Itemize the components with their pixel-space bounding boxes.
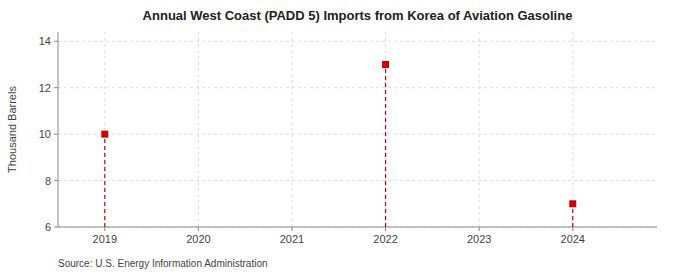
x-tick-label: 2023: [467, 233, 491, 245]
stem: [385, 65, 386, 228]
x-tick: [385, 227, 386, 231]
x-tick-label: 2019: [93, 233, 117, 245]
y-axis-line: [58, 32, 59, 227]
y-tick: [54, 180, 58, 181]
grid-line-x: [291, 32, 292, 227]
x-tick: [198, 227, 199, 231]
x-axis-line: [58, 227, 657, 228]
y-tick: [54, 41, 58, 42]
grid-line-y: [58, 134, 657, 135]
y-tick: [54, 134, 58, 135]
grid-line-y: [58, 227, 657, 228]
y-tick-label: 14: [39, 35, 51, 47]
title: Annual West Coast (PADD 5) Imports from …: [143, 8, 573, 23]
x-tick: [291, 227, 292, 231]
point: [569, 200, 576, 207]
y-tick-label: 10: [39, 128, 51, 140]
y-tick: [54, 227, 58, 228]
grid: [58, 32, 657, 227]
x-tick-label: 2024: [561, 233, 585, 245]
y-tick-label: 8: [45, 175, 51, 187]
source: Source: U.S. Energy Information Administ…: [58, 258, 268, 269]
x-tick-label: 2022: [373, 233, 397, 245]
x-tick-label: 2021: [280, 233, 304, 245]
grid-line-x: [479, 32, 480, 227]
point: [101, 131, 108, 138]
chart-container: 2019 2020 2021 2022 2023 2024 6 8 10 12 14 Thousand…: [0, 0, 675, 275]
grid-line-y: [58, 180, 657, 181]
x-tick-label: 2020: [186, 233, 210, 245]
marks: [101, 61, 576, 227]
grid-line-x: [572, 32, 573, 227]
y-axis-label: Thousand Barrels: [6, 86, 18, 173]
y-tick-label: 6: [45, 221, 51, 233]
stem: [104, 134, 105, 227]
grid-line-x: [198, 32, 199, 227]
x-tick: [104, 227, 105, 231]
grid-line-y: [58, 41, 657, 42]
grid-line-y: [58, 87, 657, 88]
chart: 2019 2020 2021 2022 2023 2024 6 8 10 12 14 Thousand…: [0, 0, 675, 275]
x-tick: [479, 227, 480, 231]
y-tick: [54, 87, 58, 88]
point: [382, 61, 389, 68]
grid-line-x: [104, 32, 105, 227]
axes: 2019 2020 2021 2022 2023 2024 6 8 10 12 14: [39, 32, 657, 245]
x-tick: [572, 227, 573, 231]
y-tick-label: 12: [39, 82, 51, 94]
